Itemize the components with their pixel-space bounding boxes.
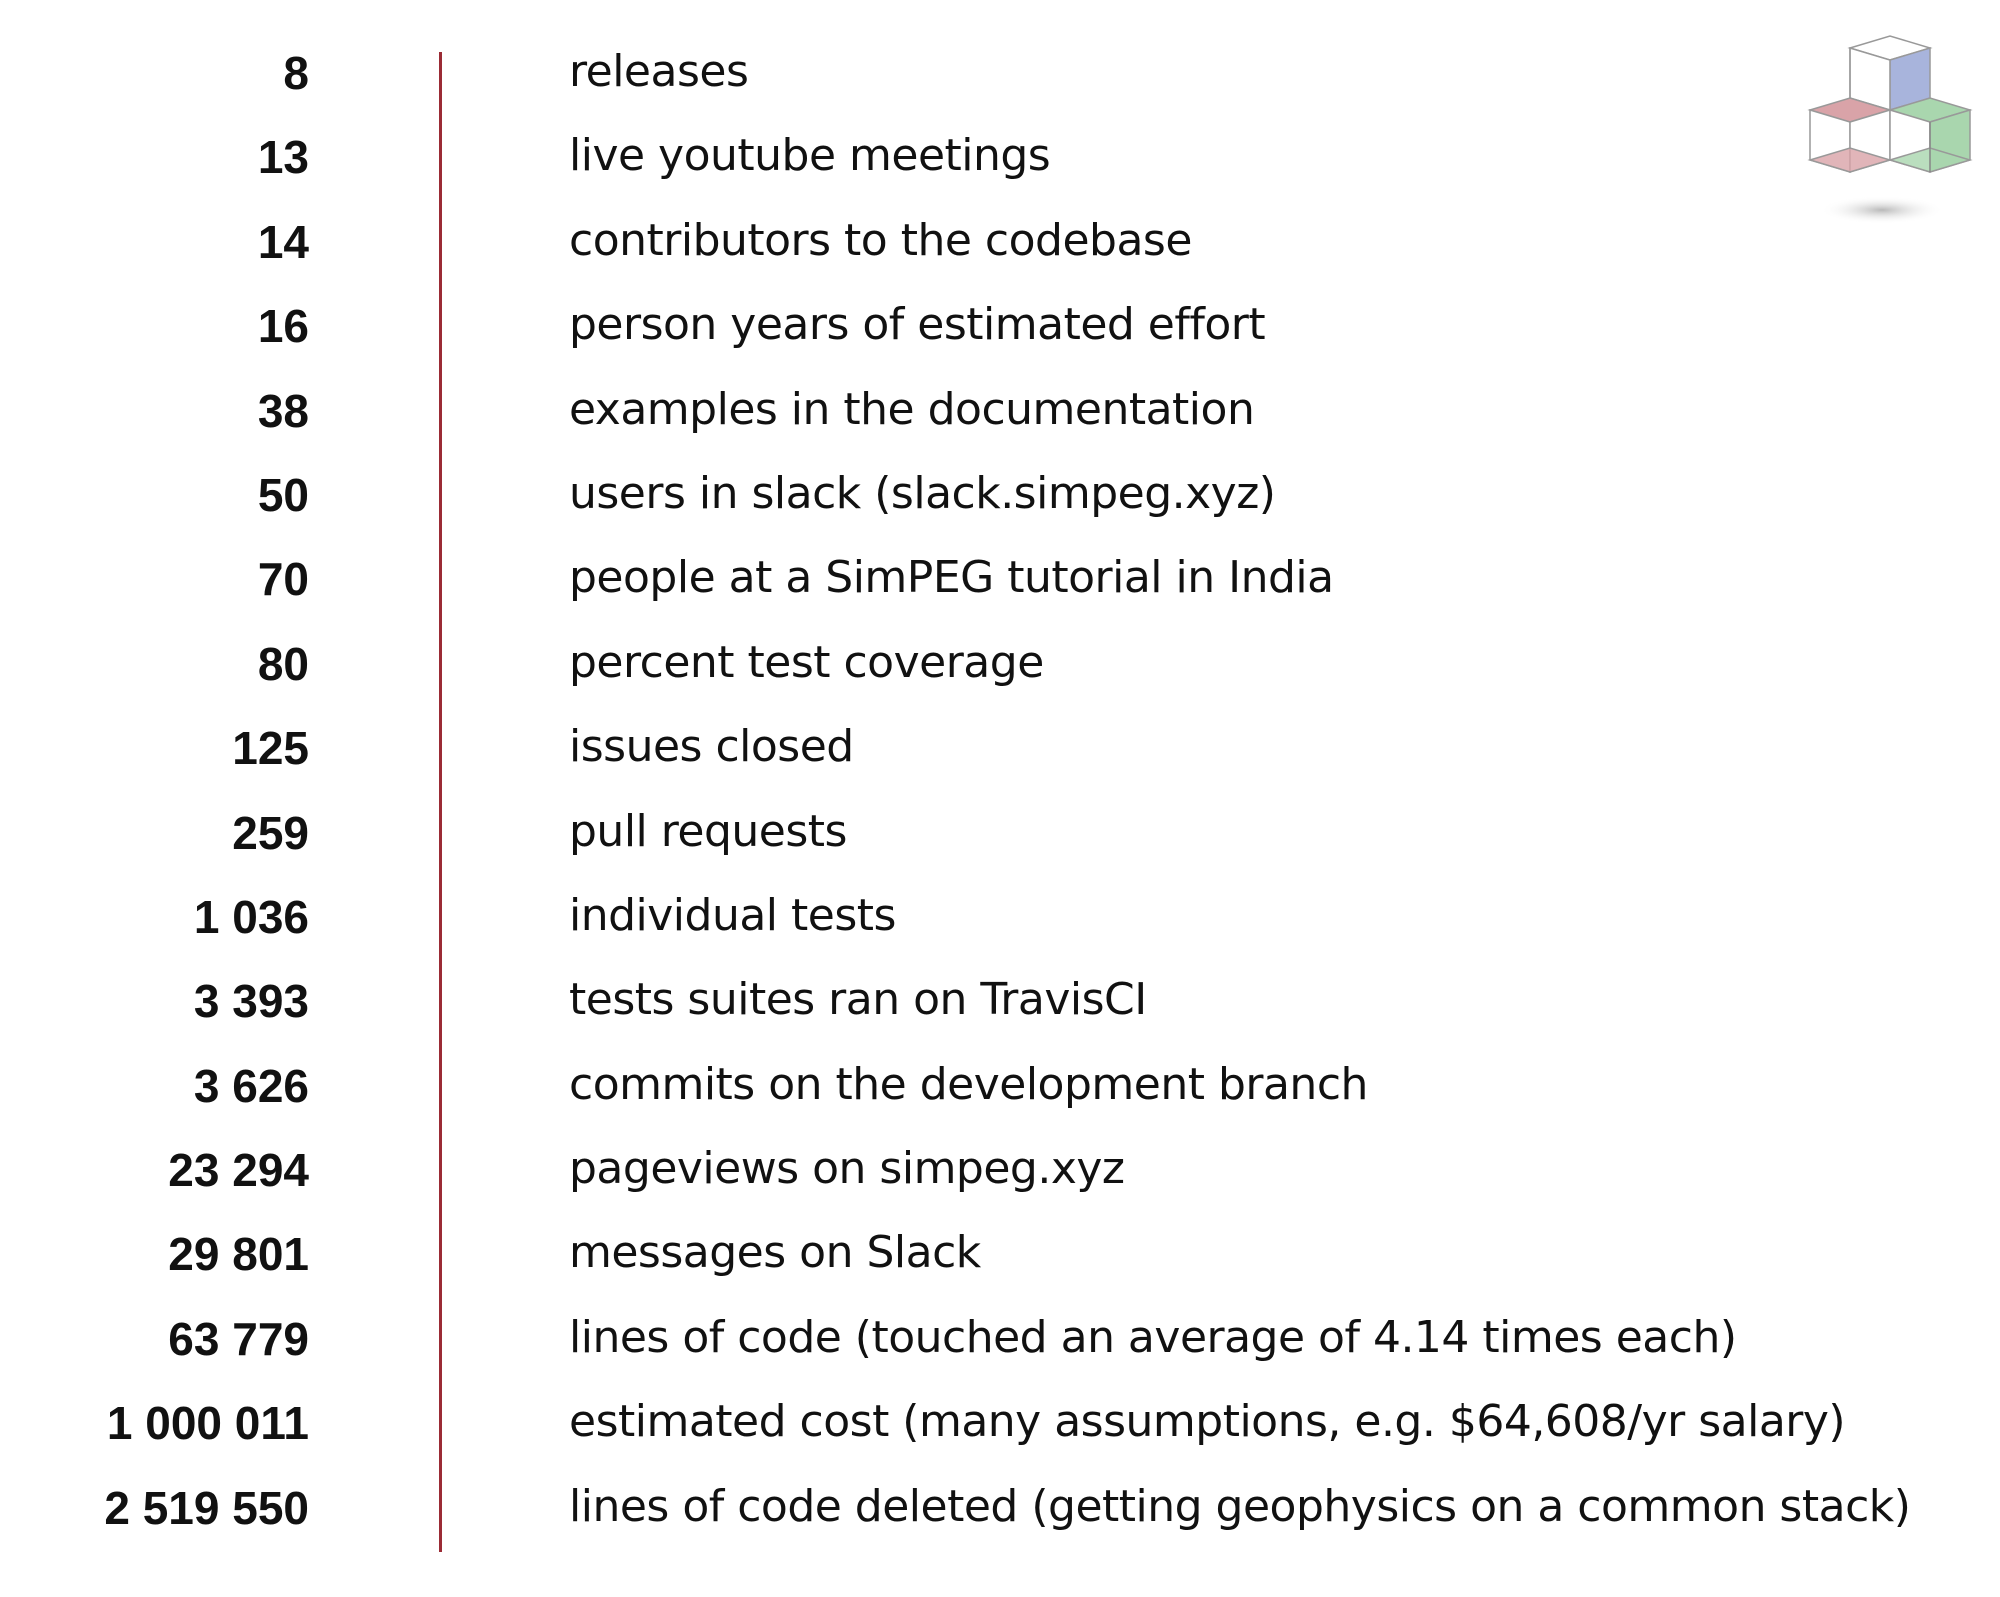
- stat-number: 16: [257, 300, 309, 353]
- stats-list: 8 releases 13 live youtube meetings 14 c…: [0, 42, 2000, 1561]
- stat-number: 3 626: [193, 1059, 309, 1112]
- stat-label: contributors to the codebase: [569, 214, 1192, 266]
- stat-label: examples in the documentation: [569, 383, 1255, 435]
- simpeg-cube-logo-icon: [1807, 35, 1973, 224]
- stat-number: 259: [232, 806, 309, 859]
- stat-row: 259 pull requests: [0, 802, 2000, 886]
- stat-row: 16 person years of estimated effort: [0, 295, 2000, 379]
- stat-row: 80 percent test coverage: [0, 633, 2000, 717]
- vertical-divider: [439, 52, 442, 1552]
- stat-label: individual tests: [569, 889, 896, 941]
- stat-label: messages on Slack: [569, 1227, 981, 1279]
- stat-number: 2 519 550: [104, 1481, 309, 1534]
- stat-number: 1 036: [193, 890, 309, 943]
- stat-row: 3 393 tests suites ran on TravisCI: [0, 970, 2000, 1054]
- stat-label: pageviews on simpeg.xyz: [569, 1143, 1125, 1195]
- stat-row: 70 people at a SimPEG tutorial in India: [0, 548, 2000, 632]
- stat-row: 50 users in slack (slack.simpeg.xyz): [0, 464, 2000, 548]
- stat-number: 1 000 011: [106, 1397, 309, 1450]
- stat-row: 1 000 011 estimated cost (many assumptio…: [0, 1392, 2000, 1476]
- stat-row: 2 519 550 lines of code deleted (getting…: [0, 1477, 2000, 1561]
- stat-label: tests suites ran on TravisCI: [569, 974, 1147, 1026]
- stat-row: 63 779 lines of code (touched an average…: [0, 1308, 2000, 1392]
- stat-number: 23 294: [168, 1144, 309, 1197]
- stat-number: 63 779: [168, 1312, 309, 1365]
- stat-number: 3 393: [193, 975, 309, 1028]
- stat-label: people at a SimPEG tutorial in India: [569, 552, 1334, 604]
- stat-row: 14 contributors to the codebase: [0, 211, 2000, 295]
- stat-row: 8 releases: [0, 42, 2000, 126]
- stat-label: estimated cost (many assumptions, e.g. $…: [569, 1396, 1846, 1448]
- stat-number: 70: [257, 553, 309, 606]
- stat-label: person years of estimated effort: [569, 299, 1266, 351]
- stat-number: 29 801: [168, 1228, 309, 1281]
- stat-label: pull requests: [569, 805, 847, 857]
- stat-number: 13: [257, 131, 309, 184]
- stat-row: 125 issues closed: [0, 717, 2000, 801]
- stat-row: 29 801 messages on Slack: [0, 1223, 2000, 1307]
- stat-number: 38: [257, 384, 309, 437]
- stat-label: releases: [569, 46, 749, 97]
- stat-number: 50: [257, 468, 309, 521]
- stat-number: 14: [257, 215, 309, 268]
- stat-row: 13 live youtube meetings: [0, 126, 2000, 210]
- stat-label: live youtube meetings: [569, 130, 1051, 182]
- stat-label: lines of code (touched an average of 4.1…: [569, 1311, 1737, 1363]
- stat-label: lines of code deleted (getting geophysic…: [569, 1480, 1911, 1532]
- stat-label: users in slack (slack.simpeg.xyz): [569, 467, 1276, 519]
- stat-number: 80: [257, 637, 309, 690]
- stat-row: 3 626 commits on the development branch: [0, 1055, 2000, 1139]
- stat-row: 23 294 pageviews on simpeg.xyz: [0, 1139, 2000, 1223]
- stat-row: 1 036 individual tests: [0, 886, 2000, 970]
- stat-label: issues closed: [569, 721, 854, 773]
- stat-number: 8: [283, 47, 309, 99]
- stat-label: commits on the development branch: [569, 1058, 1368, 1110]
- stat-number: 125: [232, 722, 309, 775]
- stat-row: 38 examples in the documentation: [0, 380, 2000, 464]
- stat-label: percent test coverage: [569, 636, 1044, 688]
